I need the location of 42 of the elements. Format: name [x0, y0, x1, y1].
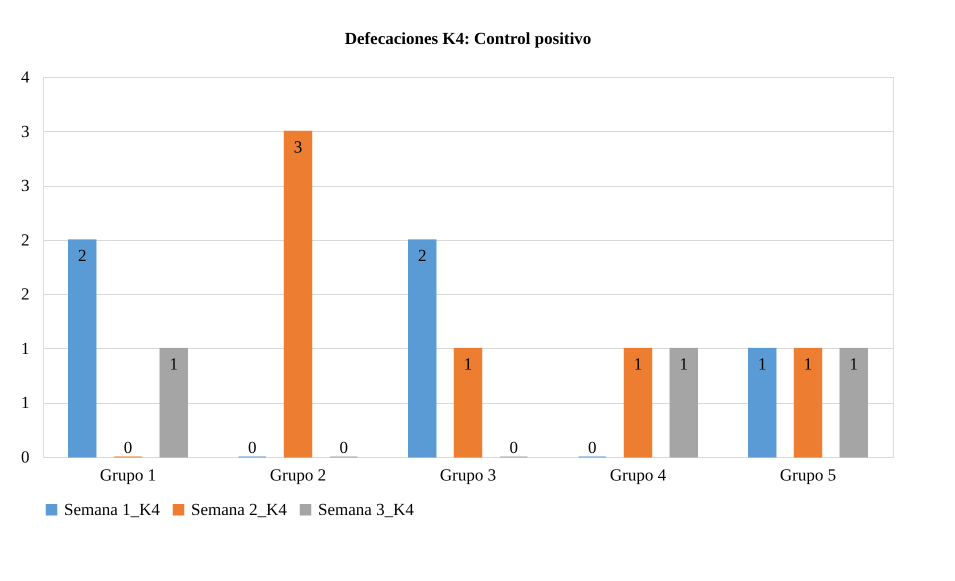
bar [454, 348, 482, 458]
y-tick-label: 1 [21, 338, 30, 358]
legend-label: Semana 2_K4 [191, 500, 288, 519]
data-label: 0 [588, 438, 596, 457]
bar [670, 348, 698, 458]
y-tick-label: 2 [21, 230, 30, 250]
bar [840, 348, 868, 458]
data-label: 1 [850, 354, 858, 374]
bar [794, 348, 822, 458]
data-label: 3 [294, 137, 302, 156]
x-tick-label: Grupo 1 [100, 466, 156, 484]
x-tick-label: Grupo 5 [780, 466, 836, 484]
bar [408, 239, 436, 458]
data-label: 1 [680, 354, 688, 374]
y-tick-label: 3 [21, 122, 30, 141]
x-tick-label: Grupo 3 [440, 466, 496, 484]
bar [68, 239, 96, 458]
data-label: 0 [248, 438, 256, 457]
y-tick-label: 1 [21, 393, 30, 412]
data-label: 1 [804, 354, 812, 374]
data-label: 0 [340, 438, 348, 457]
x-tick-label: Grupo 2 [270, 466, 326, 484]
y-tick-label: 4 [21, 68, 30, 86]
bar [284, 130, 312, 458]
x-tick-label: Grupo 4 [610, 466, 667, 484]
data-label: 2 [418, 246, 426, 265]
data-label: 1 [634, 354, 642, 374]
bar [624, 348, 652, 458]
data-label: 1 [464, 354, 472, 374]
data-label: 2 [78, 246, 86, 265]
chart-title: Defecaciones K4: Control positivo [344, 29, 592, 48]
data-label: 1 [170, 354, 178, 374]
y-tick-label: 0 [21, 448, 30, 466]
legend-label: Semana 1_K4 [64, 500, 160, 519]
bar [748, 348, 776, 458]
data-label: 0 [510, 438, 518, 457]
legend-label: Semana 3_K4 [318, 500, 414, 519]
bar [160, 348, 188, 458]
data-label: 1 [758, 354, 766, 374]
y-tick-label: 3 [21, 176, 30, 196]
y-tick-label: 2 [21, 284, 30, 304]
data-label: 0 [124, 438, 132, 457]
